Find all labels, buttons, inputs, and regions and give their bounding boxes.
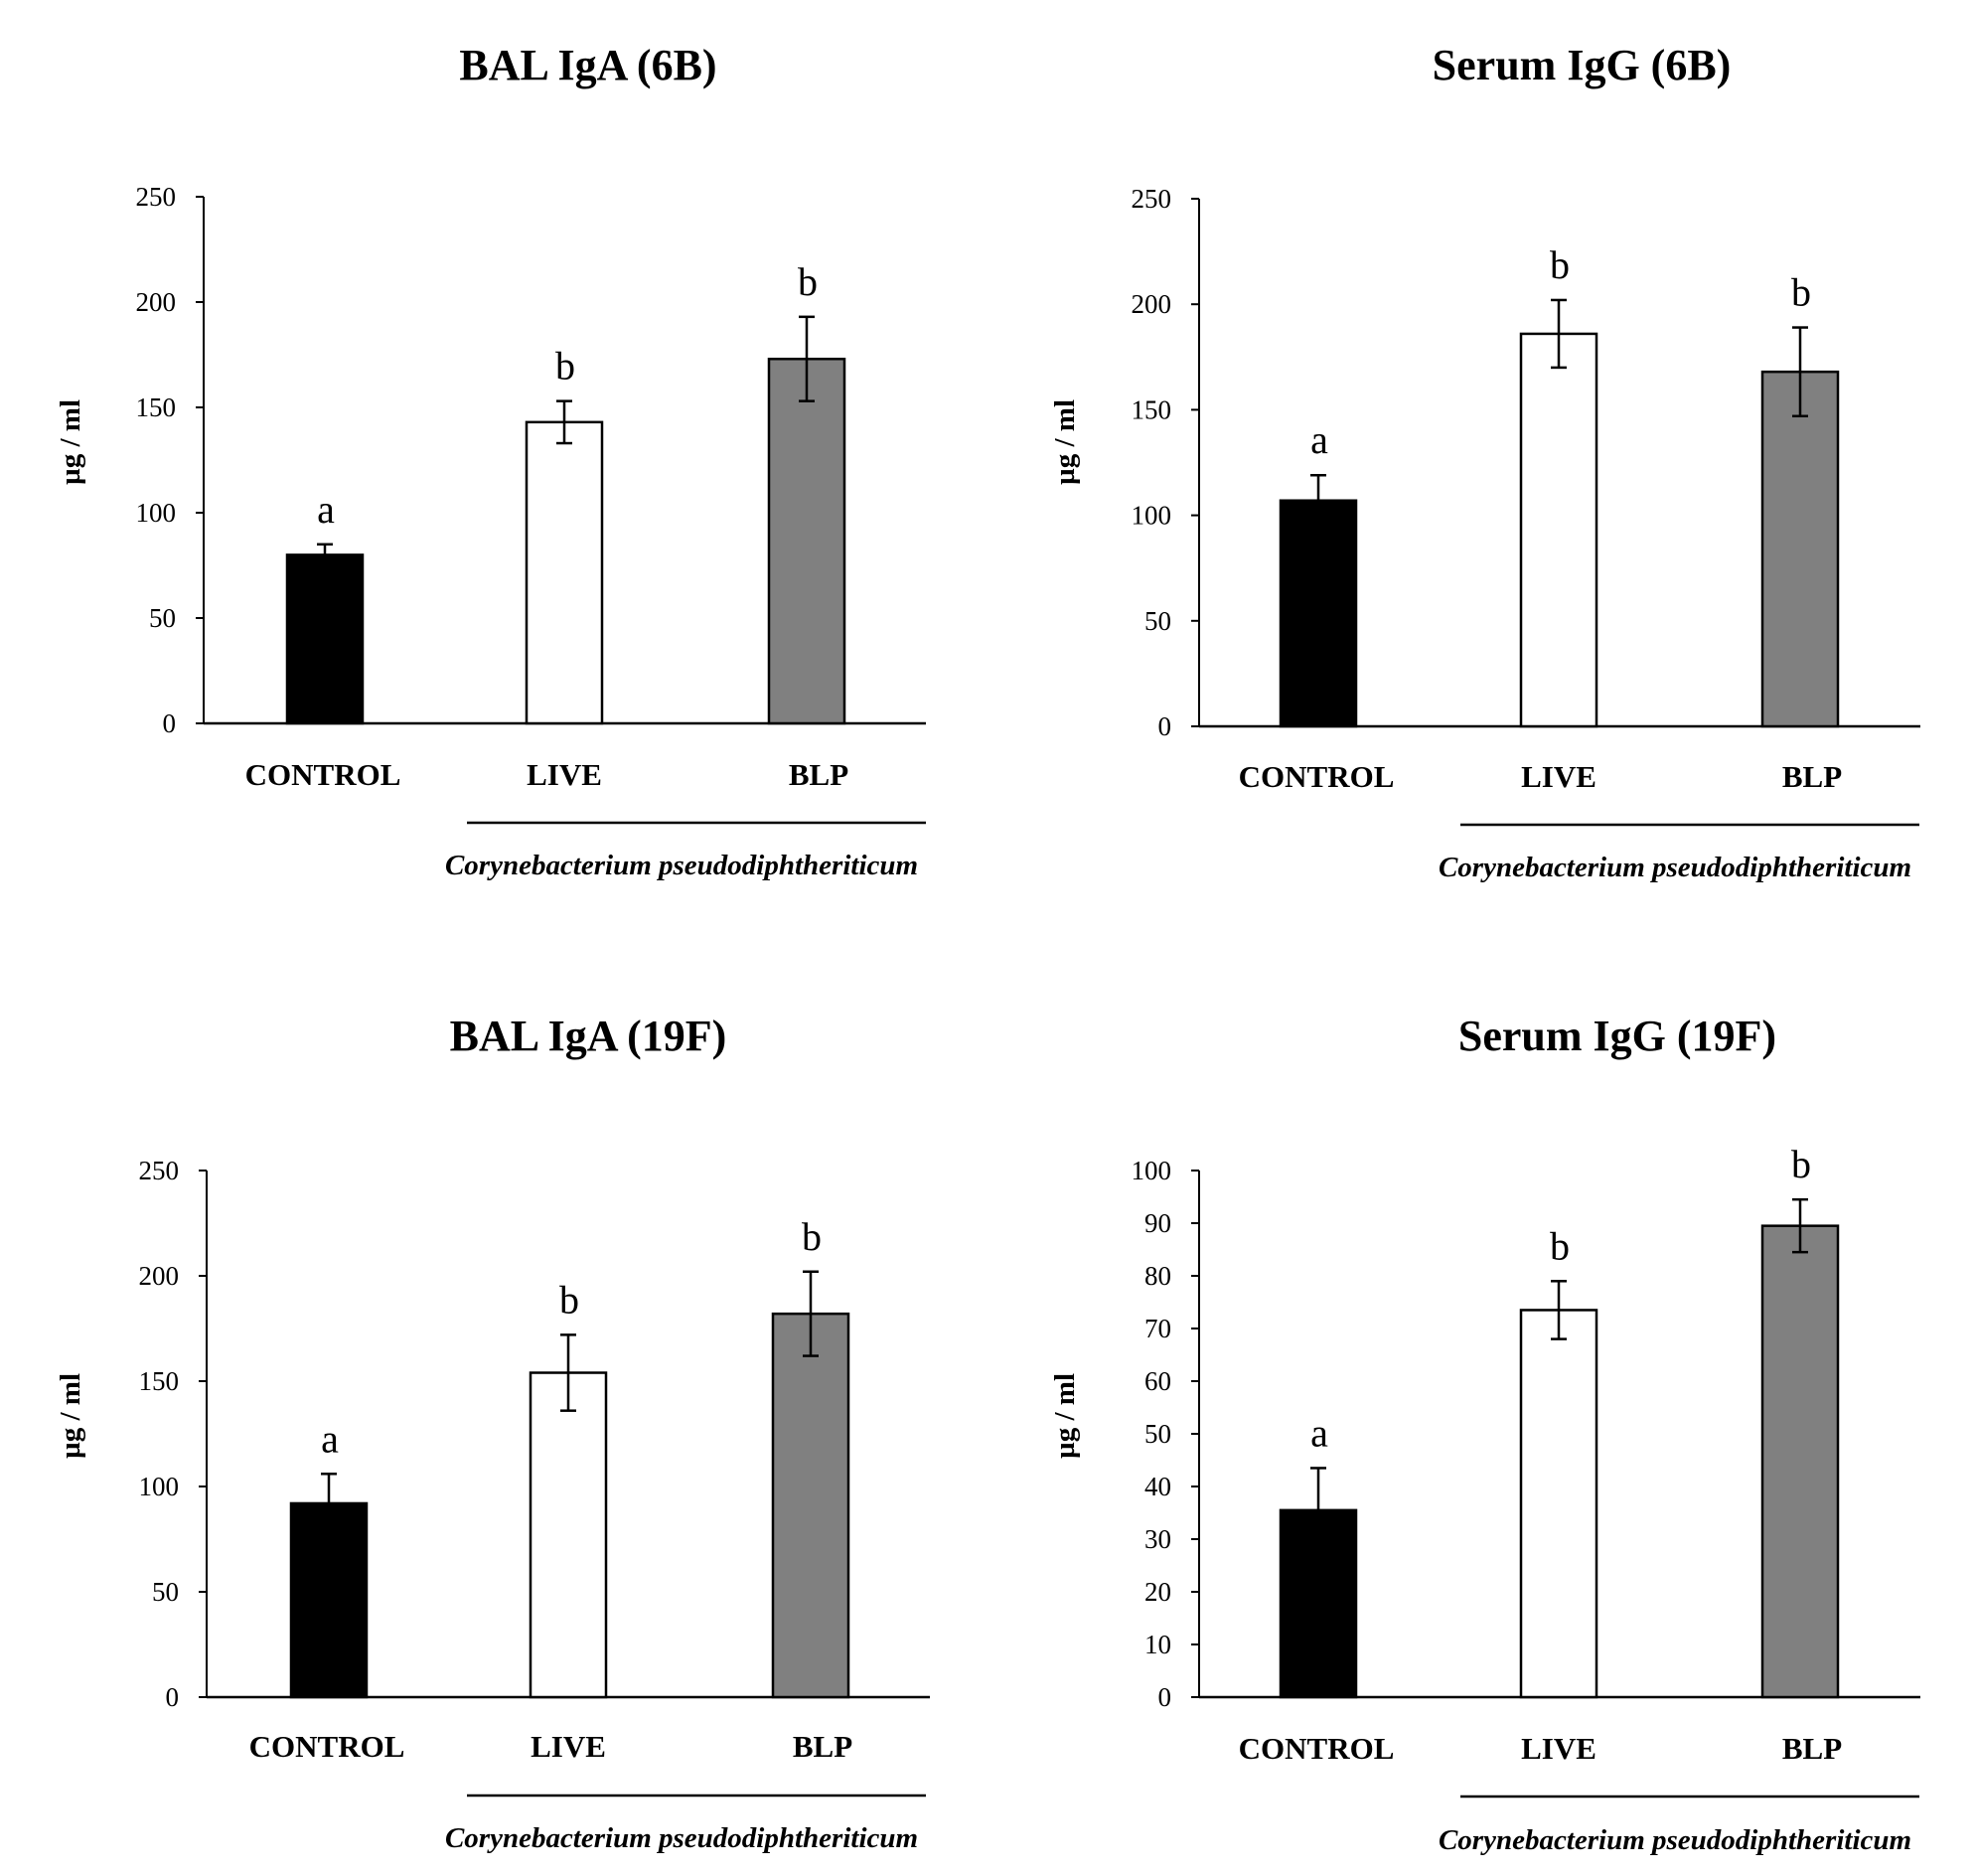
category-label-control: CONTROL — [1239, 759, 1395, 794]
y-tick-label: 100 — [136, 498, 177, 528]
bar-control — [285, 553, 365, 725]
y-axis-label: µg / ml — [55, 399, 86, 485]
group-label: Corynebacterium pseudodiphtheriticum — [445, 1822, 918, 1854]
panel-title: Serum IgG (19F) — [1458, 1012, 1776, 1060]
significance-label-blp: b — [1791, 1142, 1811, 1186]
category-label-live: LIVE — [1521, 1731, 1596, 1766]
y-tick-label: 60 — [1144, 1366, 1171, 1396]
bar-control — [289, 1501, 369, 1699]
significance-label-blp: b — [802, 1214, 822, 1259]
panel-bal-iga-19f: BAL IgA (19F) µg / ml Corynebacterium ps… — [55, 1012, 930, 1854]
category-label-live: LIVE — [531, 1729, 606, 1764]
category-label-blp: BLP — [789, 757, 848, 792]
y-tick-label: 50 — [149, 603, 176, 633]
panel-serum-igg-19f: Serum IgG (19F) µg / ml Corynebacterium … — [1049, 1012, 1920, 1856]
category-label-blp: BLP — [793, 1729, 852, 1764]
y-tick-label: 50 — [1144, 606, 1171, 636]
panel-title: BAL IgA (19F) — [450, 1012, 727, 1060]
panel-serum-igg-6b: Serum IgG (6B) µg / ml Corynebacterium p… — [1049, 41, 1920, 883]
significance-label-blp: b — [798, 259, 818, 304]
bar-live — [1519, 1309, 1598, 1699]
y-tick-label: 100 — [1132, 501, 1172, 531]
group-label: Corynebacterium pseudodiphtheriticum — [1439, 852, 1911, 883]
y-tick-label: 40 — [1144, 1472, 1171, 1501]
category-label-blp: BLP — [1782, 759, 1842, 794]
bar-blp — [771, 1312, 850, 1699]
y-tick-label: 150 — [139, 1366, 180, 1396]
bar-control — [1279, 499, 1358, 728]
y-tick-label: 30 — [1144, 1524, 1171, 1554]
y-tick-label: 100 — [139, 1472, 180, 1501]
significance-label-control: a — [1310, 1410, 1328, 1455]
y-tick-label: 0 — [1158, 711, 1172, 741]
y-tick-label: 250 — [1132, 184, 1172, 214]
y-axis-label: µg / ml — [55, 1373, 86, 1459]
y-tick-label: 20 — [1144, 1577, 1171, 1607]
significance-label-live: b — [555, 344, 575, 389]
y-tick-label: 50 — [1144, 1419, 1171, 1449]
significance-label-live: b — [1550, 1223, 1570, 1268]
y-tick-label: 250 — [139, 1156, 180, 1185]
significance-label-blp: b — [1791, 270, 1811, 315]
bar-blp — [1760, 1224, 1840, 1699]
y-axis-label: µg / ml — [1049, 399, 1081, 485]
y-tick-label: 90 — [1144, 1208, 1171, 1238]
significance-label-live: b — [1550, 242, 1570, 287]
y-tick-label: 0 — [163, 708, 177, 738]
panel-title: Serum IgG (6B) — [1433, 41, 1732, 89]
y-tick-label: 50 — [152, 1577, 179, 1607]
category-label-control: CONTROL — [1239, 1731, 1395, 1766]
panel-title: BAL IgA (6B) — [459, 41, 716, 89]
y-tick-label: 200 — [1132, 289, 1172, 319]
y-tick-label: 0 — [1158, 1682, 1172, 1712]
bar-live — [525, 420, 604, 725]
y-tick-label: 100 — [1132, 1156, 1172, 1185]
category-label-live: LIVE — [527, 757, 602, 792]
y-tick-label: 250 — [136, 182, 177, 212]
y-tick-label: 150 — [136, 392, 177, 422]
category-label-live: LIVE — [1521, 759, 1596, 794]
y-tick-label: 10 — [1144, 1630, 1171, 1659]
y-tick-label: 150 — [1132, 394, 1172, 424]
significance-label-control: a — [321, 1416, 339, 1461]
category-label-control: CONTROL — [249, 1729, 405, 1764]
y-tick-label: 0 — [166, 1682, 180, 1712]
y-axis-label: µg / ml — [1049, 1373, 1081, 1459]
y-tick-label: 70 — [1144, 1314, 1171, 1343]
bar-live — [529, 1371, 608, 1699]
bar-blp — [767, 357, 846, 725]
y-tick-label: 200 — [139, 1261, 180, 1291]
significance-label-control: a — [1310, 417, 1328, 462]
y-tick-label: 200 — [136, 287, 177, 317]
category-label-control: CONTROL — [245, 757, 401, 792]
category-label-blp: BLP — [1782, 1731, 1842, 1766]
bar-live — [1519, 332, 1598, 728]
y-tick-label: 80 — [1144, 1261, 1171, 1291]
group-label: Corynebacterium pseudodiphtheriticum — [1439, 1824, 1911, 1856]
bar-blp — [1760, 370, 1840, 728]
significance-label-live: b — [559, 1277, 579, 1322]
group-label: Corynebacterium pseudodiphtheriticum — [445, 850, 918, 881]
panel-bal-iga-6b: BAL IgA (6B) µg / ml Corynebacterium pse… — [55, 41, 926, 881]
significance-label-control: a — [317, 487, 335, 532]
